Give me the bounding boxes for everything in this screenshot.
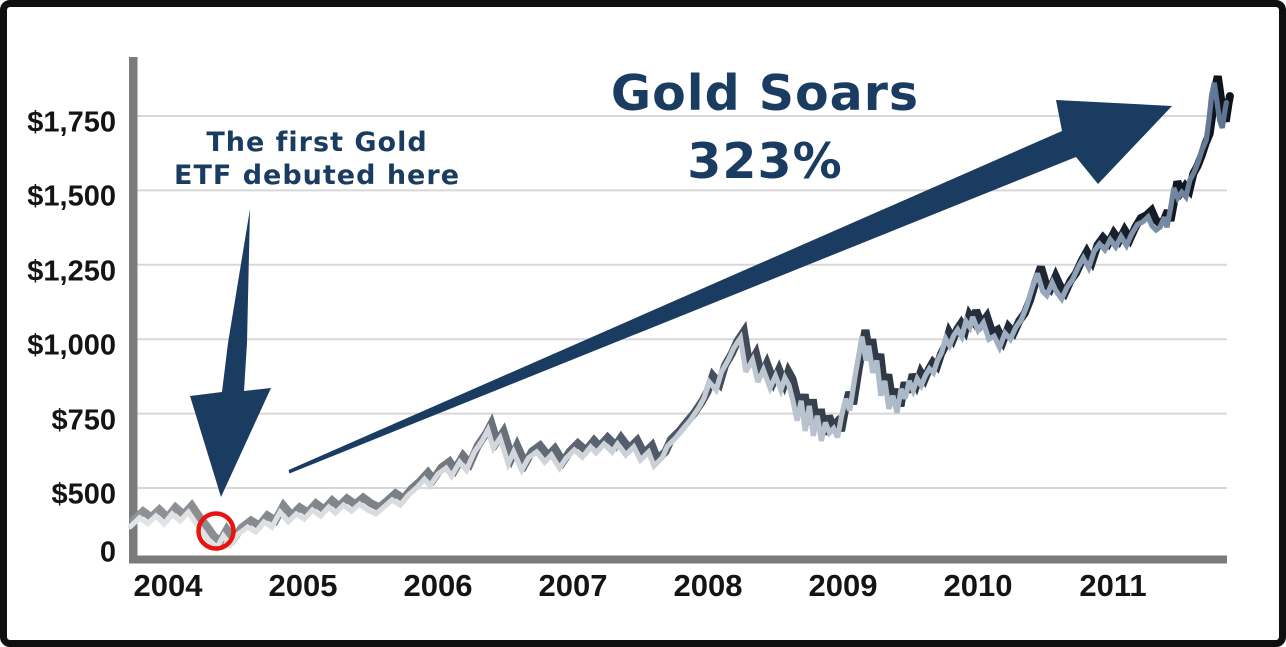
gold-price-line	[127, 82, 1229, 553]
x-axis-tick-label: 2011	[1079, 568, 1147, 603]
x-axis-tick-label: 2005	[268, 568, 338, 603]
x-axis-tick-label: 2009	[808, 568, 878, 603]
x-axis-tick-label: 2010	[943, 568, 1013, 603]
y-axis-tick-label: $1,250	[27, 255, 116, 288]
x-axis-tick-label: 2007	[538, 568, 608, 603]
y-axis	[129, 57, 138, 563]
y-axis-tick-label: 0	[99, 536, 116, 569]
soars-annotation: Gold Soars 323%	[545, 60, 985, 196]
etf-annotation: The first Gold ETF debuted here	[137, 126, 497, 192]
y-axis-tick-label: $500	[51, 478, 116, 511]
y-axis-tick-label: $1,000	[27, 329, 116, 362]
etf-debut-circle	[196, 511, 236, 551]
gold-soars-trend-arrow	[288, 100, 1173, 474]
etf-annotation-line2: ETF debuted here	[174, 160, 460, 191]
soars-annotation-title: Gold Soars	[610, 65, 920, 122]
y-axis-tick-label: $1,750	[27, 106, 116, 139]
y-axis-tick-label: $750	[51, 404, 116, 437]
x-axis	[129, 555, 1227, 564]
x-axis-tick-label: 2008	[673, 568, 743, 603]
x-axis-tick-label: 2006	[403, 568, 473, 603]
x-axis-tick-label: 2004	[133, 568, 203, 603]
y-axis-tick-label: $1,500	[27, 180, 116, 213]
gridlines	[129, 115, 1227, 489]
etf-debut-down-arrow	[190, 209, 271, 497]
soars-annotation-percent: 323%	[687, 133, 843, 190]
etf-annotation-line1: The first Gold	[206, 127, 428, 158]
